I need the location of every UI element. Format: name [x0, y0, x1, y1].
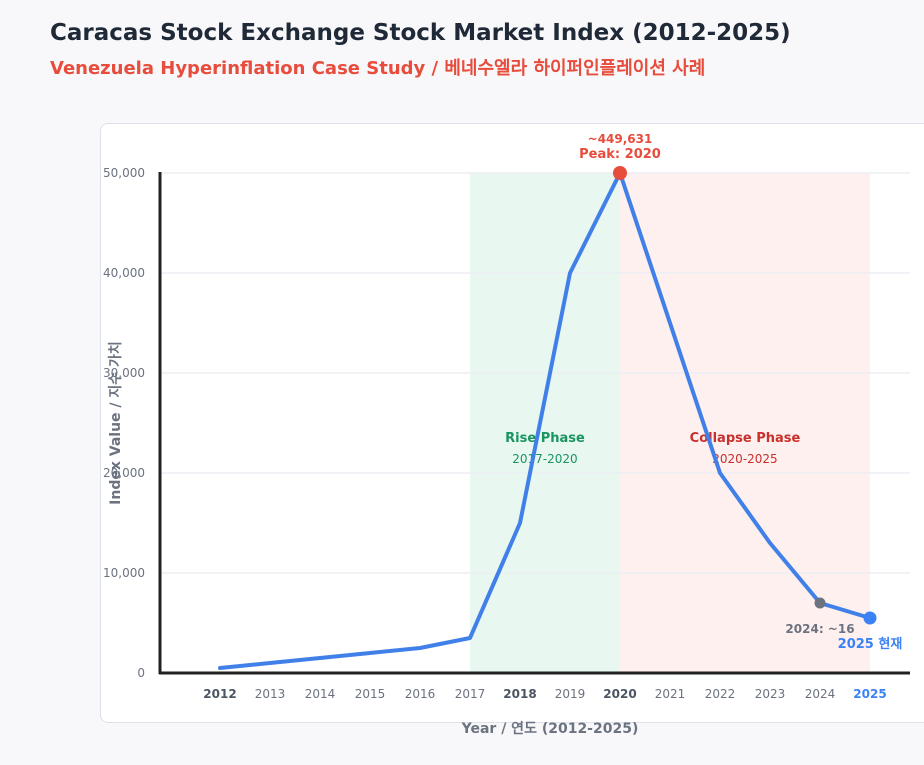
x-tick-label: 2022 — [705, 687, 736, 701]
x-tick-label: 2015 — [355, 687, 386, 701]
x-axis-title: Year / 연도 (2012-2025) — [461, 721, 639, 737]
series-line-0 — [218, 171, 872, 670]
phase-label-0: Rise Phase — [505, 431, 585, 446]
peak-point — [613, 166, 627, 180]
x-tick-label: 2020 — [603, 687, 636, 701]
y-tick-label: 50,000 — [103, 166, 145, 180]
x-tick-label: 2021 — [655, 687, 686, 701]
page-title: Caracas Stock Exchange Stock Market Inde… — [50, 20, 791, 46]
phase-label-1: Collapse Phase — [690, 431, 801, 446]
x-tick-label: 2018 — [503, 687, 536, 701]
x-tick-label: 2017 — [455, 687, 486, 701]
x-tick-label: 2019 — [555, 687, 586, 701]
point-2024-label: 2024: ~16 — [785, 622, 854, 636]
x-tick-label: 2014 — [305, 687, 336, 701]
y-axis-title: Index Value / 지수 가치 — [108, 341, 124, 505]
phase-band-0 — [470, 173, 620, 673]
peak-label: Peak: 2020 — [579, 147, 661, 162]
phase-range-1: 2020-2025 — [712, 452, 777, 466]
x-tick-label: 2023 — [755, 687, 786, 701]
x-tick-label: 2012 — [203, 687, 236, 701]
x-tick-label: 2025 — [853, 687, 886, 701]
y-tick-label: 40,000 — [103, 266, 145, 280]
x-tick-label: 2016 — [405, 687, 436, 701]
point-2025-label: 2025 현재 — [838, 636, 903, 652]
peak-value-label: ~449,631 — [588, 132, 653, 146]
y-tick-label: 0 — [137, 666, 145, 680]
point-2025 — [863, 611, 877, 625]
x-tick-label: 2013 — [255, 687, 286, 701]
phase-range-0: 2017-2020 — [512, 452, 577, 466]
y-tick-label: 20,000 — [103, 466, 145, 480]
y-tick-label: 10,000 — [103, 566, 145, 580]
y-tick-label: 30,000 — [103, 366, 145, 380]
page-subtitle: Venezuela Hyperinflation Case Study / 베네… — [50, 58, 706, 79]
point-2024 — [814, 597, 826, 609]
x-tick-label: 2024 — [805, 687, 836, 701]
phase-band-1 — [620, 173, 870, 673]
